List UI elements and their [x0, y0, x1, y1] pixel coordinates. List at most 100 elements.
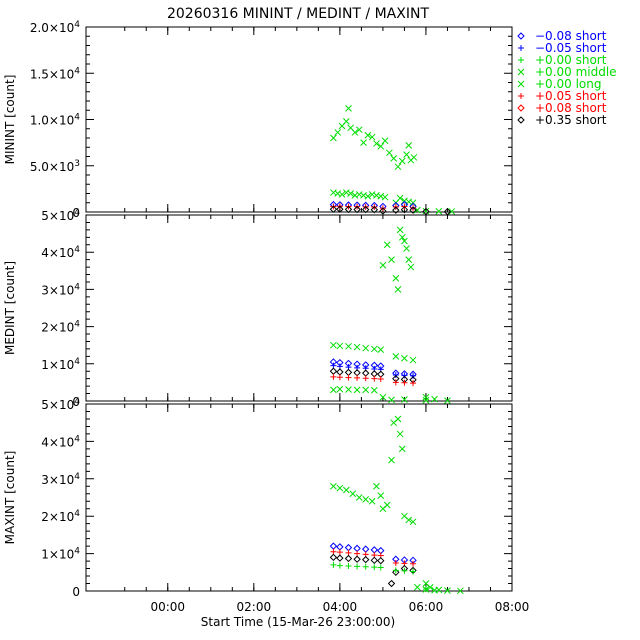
- data-point: [370, 345, 378, 353]
- panels: 0 5.0×103 1.0×104 1.5×104 2.0×104 MININT [cou…: [3, 20, 513, 599]
- data-point: [377, 346, 385, 354]
- data-point: [390, 154, 398, 162]
- legend-entry: +0.00 short: [535, 53, 607, 67]
- data-point: [379, 207, 387, 215]
- series--0-00-middle: [330, 105, 418, 171]
- data-point: [353, 544, 361, 553]
- data-point: [353, 386, 361, 394]
- series--0-35-short: [329, 205, 452, 216]
- data-point: [396, 430, 404, 438]
- data-point: [401, 237, 408, 245]
- y-tick-label: 1.5×104: [30, 66, 80, 81]
- data-point: [413, 583, 421, 591]
- data-point: [377, 192, 385, 200]
- data-point: [370, 205, 379, 214]
- data-point: [345, 562, 352, 569]
- y-tick-label: 1.0×104: [30, 113, 80, 128]
- data-point: [347, 190, 354, 197]
- y-axis-label: MEDINT [count]: [3, 261, 17, 355]
- data-point: [410, 154, 418, 161]
- data-point: [396, 226, 404, 234]
- y-tick-label: 2.0×104: [30, 20, 80, 35]
- data-point: [362, 386, 370, 394]
- data-point: [329, 542, 338, 550]
- data-point: [330, 561, 337, 568]
- data-point: [336, 543, 344, 551]
- data-point: [345, 386, 352, 393]
- series--0-00-short: [330, 561, 429, 593]
- data-point: [336, 385, 344, 393]
- data-point: [354, 563, 361, 570]
- y-tick-label: 5×104: [41, 397, 80, 412]
- y-tick-label: 5×104: [41, 208, 80, 223]
- data-point: [379, 393, 387, 401]
- data-point: [360, 139, 367, 146]
- data-point: [371, 375, 378, 382]
- legend-entry: −0.05 short: [535, 41, 607, 55]
- data-point: [403, 245, 410, 252]
- legend-marker: [518, 57, 524, 63]
- data-point: [410, 568, 417, 575]
- data-point: [400, 205, 409, 214]
- data-point: [368, 133, 376, 141]
- data-point: [383, 501, 391, 509]
- data-point: [410, 380, 417, 387]
- series--0-00-long: [413, 583, 464, 595]
- y-axis-label: MAXINT [count]: [3, 451, 17, 545]
- data-point: [336, 562, 343, 569]
- data-point: [361, 545, 370, 553]
- y-tick-label: 5.0×103: [30, 159, 80, 174]
- data-point: [370, 546, 379, 554]
- data-point: [444, 587, 451, 594]
- data-point: [422, 586, 430, 593]
- data-point: [377, 376, 384, 383]
- data-point: [353, 555, 361, 563]
- data-point: [361, 205, 370, 214]
- data-point: [377, 142, 385, 150]
- data-point: [401, 372, 408, 379]
- y-tick-label: 1×104: [41, 357, 80, 372]
- data-point: [405, 142, 413, 149]
- data-point: [373, 140, 380, 147]
- data-point: [362, 375, 369, 382]
- panel-3: 0 1×104 2×104 3×104 4×104 5×104 MAXINT [count]: [3, 397, 513, 599]
- data-point: [392, 567, 399, 574]
- series--0-08-short: [329, 358, 417, 378]
- data-point: [355, 494, 363, 501]
- data-point: [344, 205, 353, 214]
- x-axis-label: Start Time (15-Mar-26 23:00:00): [201, 615, 395, 629]
- y-tick-label: 1×104: [41, 547, 80, 562]
- data-point: [377, 564, 384, 571]
- data-point: [405, 256, 413, 263]
- data-point: [377, 556, 385, 565]
- data-point: [368, 497, 376, 505]
- data-point: [394, 163, 402, 171]
- legend-entry: +0.00 long: [535, 77, 602, 91]
- data-point: [409, 356, 417, 364]
- data-point: [329, 553, 338, 562]
- data-point: [410, 372, 417, 379]
- data-point: [364, 192, 372, 200]
- data-point: [345, 342, 352, 350]
- plot-frame: [85, 403, 513, 592]
- data-point: [457, 587, 464, 595]
- data-point: [370, 386, 378, 394]
- data-point: [330, 134, 337, 142]
- data-point: [344, 554, 353, 563]
- y-tick-label: 0: [72, 206, 80, 220]
- series--0-05-short: [330, 373, 417, 387]
- data-point: [349, 490, 357, 498]
- data-point: [336, 205, 344, 213]
- data-point: [344, 543, 353, 552]
- data-point: [401, 354, 408, 362]
- data-point: [388, 456, 395, 464]
- data-point: [342, 117, 350, 125]
- data-point: [362, 344, 370, 352]
- series--0-08-short: [329, 542, 417, 565]
- y-tick-label: 4×104: [41, 434, 80, 449]
- data-point: [388, 396, 395, 404]
- data-point: [431, 586, 438, 594]
- data-point: [401, 567, 408, 574]
- data-point: [360, 191, 367, 199]
- data-point: [383, 241, 391, 249]
